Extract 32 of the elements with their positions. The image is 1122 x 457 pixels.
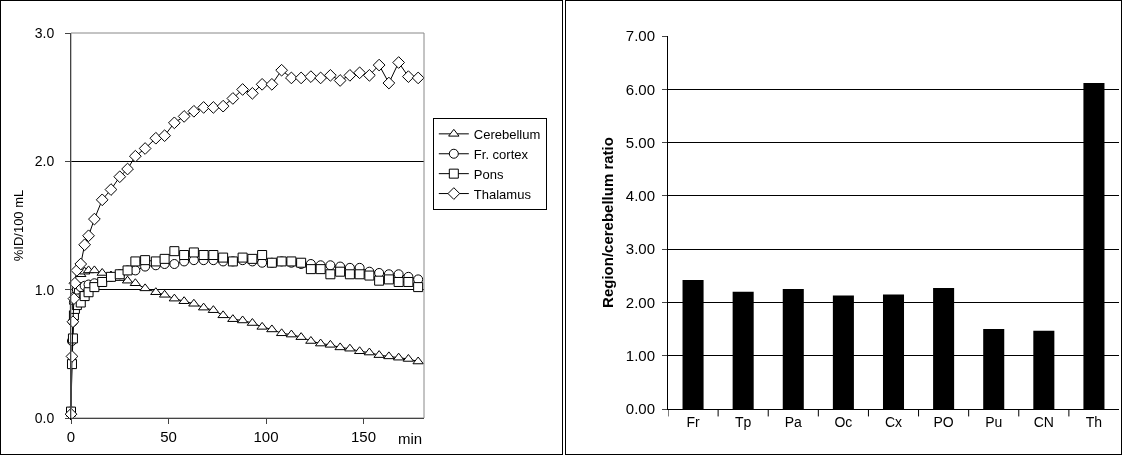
y-tick-label: 7.00 (625, 27, 655, 45)
y-tick-label: 0.0 (34, 409, 55, 426)
legend-label: Pons (473, 166, 504, 182)
y-tick-label: 0.00 (625, 400, 655, 418)
x-tick-label: 50 (160, 428, 177, 445)
y-axis-title: %ID/100 mL (10, 189, 26, 262)
x-tick-label: CN (1033, 413, 1054, 430)
y-tick-label: 6.00 (625, 80, 655, 98)
x-tick-label: PO (933, 413, 954, 430)
x-tick-label: 100 (253, 428, 279, 445)
y-axis-title: Region/cerebellum ratio (599, 137, 617, 308)
x-tick-label: 0 (66, 428, 76, 445)
y-tick-label: 2.0 (34, 153, 55, 170)
y-tick-label: 1.00 (625, 346, 655, 364)
x-tick-label: 150 (351, 428, 377, 445)
y-tick-label: 3.0 (34, 24, 55, 41)
y-tick-label: 5.00 (625, 133, 655, 151)
y-tick-label: 2.00 (625, 293, 655, 311)
x-tick-label: Oc (834, 413, 853, 430)
legend-label: Fr. cortex (473, 146, 529, 162)
x-tick-label: Pu (985, 413, 1003, 430)
x-tick-label: Cx (884, 413, 903, 430)
x-axis-title: min (398, 430, 423, 447)
legend-label: Thalamus (473, 186, 532, 202)
legend-label: Cerebellum (473, 126, 541, 142)
y-tick-label: 4.00 (625, 187, 655, 205)
x-tick-label: Tp (735, 413, 752, 430)
x-tick-label: Fr (686, 413, 700, 430)
y-tick-label: 3.00 (625, 240, 655, 258)
x-tick-label: Th (1085, 413, 1103, 430)
x-tick-label: Pa (784, 413, 803, 430)
y-tick-label: 1.0 (34, 281, 55, 298)
